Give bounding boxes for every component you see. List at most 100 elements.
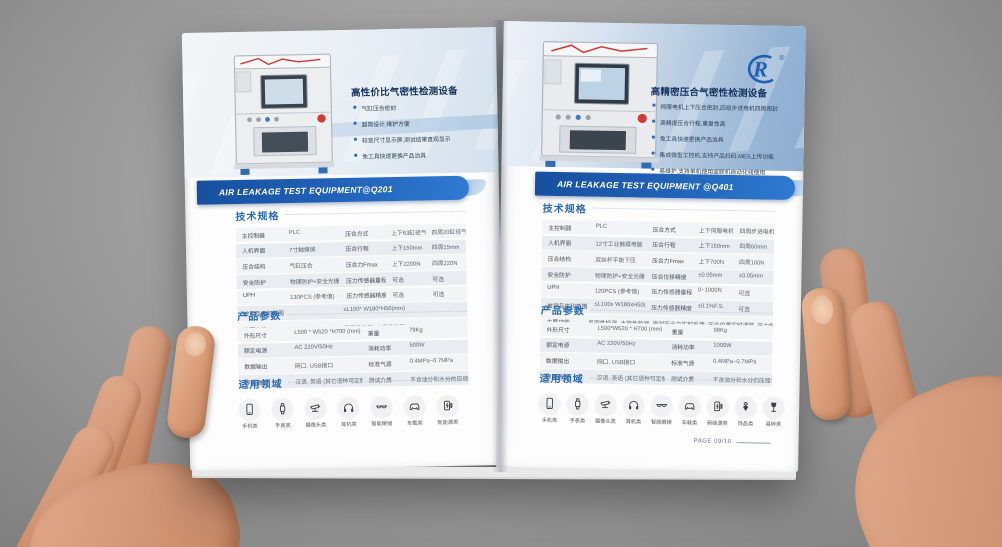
svg-text:R: R bbox=[752, 56, 768, 81]
watch-icon bbox=[567, 393, 589, 415]
phone-icon bbox=[238, 398, 261, 421]
list-item: 易碎类 bbox=[763, 396, 785, 428]
table-cell: 压合力Fmax bbox=[345, 262, 378, 269]
brochure: 高性价比气密性检测设备 气缸压合密封 超简设计,维护方便 较宽尺寸显示屏,测试结果直… bbox=[181, 20, 806, 479]
feature-bullet: 集成微型工控机,支持产品扫码,MES上传功能 bbox=[652, 150, 778, 161]
brand-logo: R ® bbox=[747, 54, 785, 84]
product-title: 高性价比气密性检测设备 bbox=[350, 85, 458, 99]
feature-bullet: 高精度压合行程,重复性高 bbox=[652, 118, 778, 129]
table-cell: 压合力Fmax bbox=[652, 258, 685, 266]
table-cell: 压合方式 bbox=[345, 231, 369, 238]
banner-label: AIR LEAKAGE TEST EQUIPMENT @Q401 bbox=[556, 178, 734, 193]
left-page: 高性价比气密性检测设备 气缸压合密封 超简设计,维护方便 较宽尺寸显示屏,测试结果直… bbox=[181, 27, 505, 471]
field-label: 易碎类 bbox=[765, 421, 782, 428]
left-hero: 高性价比气密性检测设备 气缸压合密封 超简设计,维护方便 较宽尺寸显示屏,测试结果直… bbox=[181, 27, 505, 181]
field-label: 手机类 bbox=[541, 417, 558, 425]
table-cell: 人机界面 bbox=[242, 248, 266, 256]
table-cell: 重量 bbox=[367, 330, 380, 338]
table-cell: 四周60mm bbox=[739, 244, 768, 251]
table-cell: 98Kg bbox=[713, 327, 728, 334]
table-cell: 消耗功率 bbox=[671, 345, 695, 352]
table-cell: PLC bbox=[288, 229, 301, 236]
table-cell: 物理防护+安全光栅 bbox=[594, 273, 645, 281]
table-cell: 上下2200N bbox=[391, 261, 421, 269]
table-cell: 可选 bbox=[432, 276, 445, 283]
product-title: 高精密压合气密性检测设备 bbox=[650, 86, 768, 100]
table-cell: 气缸压合 bbox=[289, 263, 313, 271]
table-cell: 1000W bbox=[713, 343, 732, 350]
table-cell: 双丝杆平衡下压 bbox=[595, 257, 636, 265]
glasses-icon bbox=[651, 394, 673, 417]
field-label: 新能源类 bbox=[706, 420, 728, 428]
product-banner: AIR LEAKAGE TEST EQUIPMENT@Q201 bbox=[196, 175, 470, 205]
camera-icon bbox=[304, 397, 327, 419]
table-cell: 数据输出 bbox=[545, 358, 570, 366]
table-cell: 上下700N bbox=[698, 259, 724, 266]
field-label: 摄像头类 bbox=[305, 422, 327, 429]
field-label: 车载类 bbox=[681, 420, 698, 427]
table-cell: 四周20缸径气缸压合 bbox=[431, 228, 466, 236]
table-cell: 0.4MPa~0.7MPa bbox=[409, 357, 454, 365]
table-cell: 12寸工业触摸电脑 bbox=[595, 241, 643, 249]
table-cell: 7寸触摸屏 bbox=[289, 247, 316, 255]
watch-icon bbox=[271, 398, 294, 420]
feature-list: 气缸压合密封 超简设计,维护方便 较宽尺寸显示屏,测试结果直观显示 免工具快速更换产品… bbox=[353, 102, 451, 168]
table-cell: 物理防护+安全光栅 bbox=[289, 278, 340, 286]
footer-rule bbox=[736, 441, 771, 444]
table-cell: 压合行程 bbox=[652, 242, 676, 250]
table-cell: 压合方式 bbox=[652, 227, 676, 234]
glasses-icon bbox=[370, 396, 393, 418]
table-cell: 上下63缸径气缸压合 bbox=[391, 229, 426, 237]
table-cell: 0.4MPa~0.7MPa bbox=[712, 358, 757, 366]
list-item: 耳机类 bbox=[337, 396, 360, 429]
section-title-product: 产品参数 bbox=[237, 304, 467, 323]
list-item: 手表类 bbox=[271, 398, 294, 429]
section-title-tech: 技术规格 bbox=[543, 200, 775, 219]
field-label: 智能眼镜 bbox=[650, 419, 672, 427]
list-item: 耳机类 bbox=[623, 394, 645, 425]
table-cell: 可选 bbox=[432, 292, 445, 299]
table-cell: 标准气源 bbox=[368, 362, 392, 369]
list-item: 摄像头类 bbox=[594, 393, 617, 426]
field-label: 手机类 bbox=[242, 423, 258, 430]
feature-bullet: 超简设计,维护方便 bbox=[354, 118, 451, 129]
table-cell: L500*W520 * H700 (mm) bbox=[597, 325, 663, 333]
section-title-fields: 适用领域 bbox=[238, 372, 468, 391]
phone-icon bbox=[539, 392, 561, 415]
field-label: 耳机类 bbox=[625, 419, 642, 426]
table-cell: L500 * W520 *H700 (mm) bbox=[294, 328, 361, 336]
right-hero: R ® 高精密压合气密性检测设备 伺服电机上下压合密封,四组步进电机四周密封 高精… bbox=[496, 21, 806, 177]
field-label: 饰品类 bbox=[737, 421, 754, 428]
field-label: 新能源类 bbox=[437, 419, 459, 427]
table-cell: 重量 bbox=[671, 329, 684, 336]
feature-bullet: 较宽尺寸显示屏,测试结果直观显示 bbox=[354, 134, 451, 145]
goblet-icon bbox=[763, 396, 785, 418]
table-cell: PLC bbox=[595, 223, 608, 230]
equipment-photo-q201 bbox=[233, 53, 335, 175]
table-cell: 可选 bbox=[738, 291, 751, 298]
list-item: 车载类 bbox=[403, 395, 426, 427]
list-item: 新能源类 bbox=[436, 394, 459, 427]
list-item: 手机类 bbox=[238, 398, 261, 430]
table-cell: 数据输出 bbox=[244, 364, 268, 371]
table-cell: AC 220V/50Hz bbox=[294, 344, 333, 352]
table-cell: 压合结构 bbox=[547, 256, 571, 264]
table-cell: 压力传感器精度 bbox=[346, 293, 387, 301]
table-cell: 可选 bbox=[392, 277, 404, 284]
table-cell: 主控制器 bbox=[548, 225, 572, 232]
table-cell: 四周15mm bbox=[431, 245, 460, 252]
headphone-icon bbox=[623, 394, 645, 416]
car-icon bbox=[403, 395, 426, 417]
table-cell: 压力传感器量程 bbox=[346, 277, 387, 285]
list-item: 摄像头类 bbox=[304, 397, 327, 429]
table-cell: 标准气源 bbox=[671, 360, 695, 368]
table-cell: 外形尺寸 bbox=[243, 333, 267, 340]
list-item: 手机类 bbox=[539, 392, 561, 425]
headphone-icon bbox=[337, 396, 360, 419]
table-cell: 外形尺寸 bbox=[546, 327, 570, 334]
table-cell: 人机界面 bbox=[547, 241, 572, 248]
field-label: 耳机类 bbox=[341, 421, 357, 429]
field-label: 摄像头类 bbox=[594, 418, 616, 426]
table-cell: 可选 bbox=[392, 293, 405, 300]
